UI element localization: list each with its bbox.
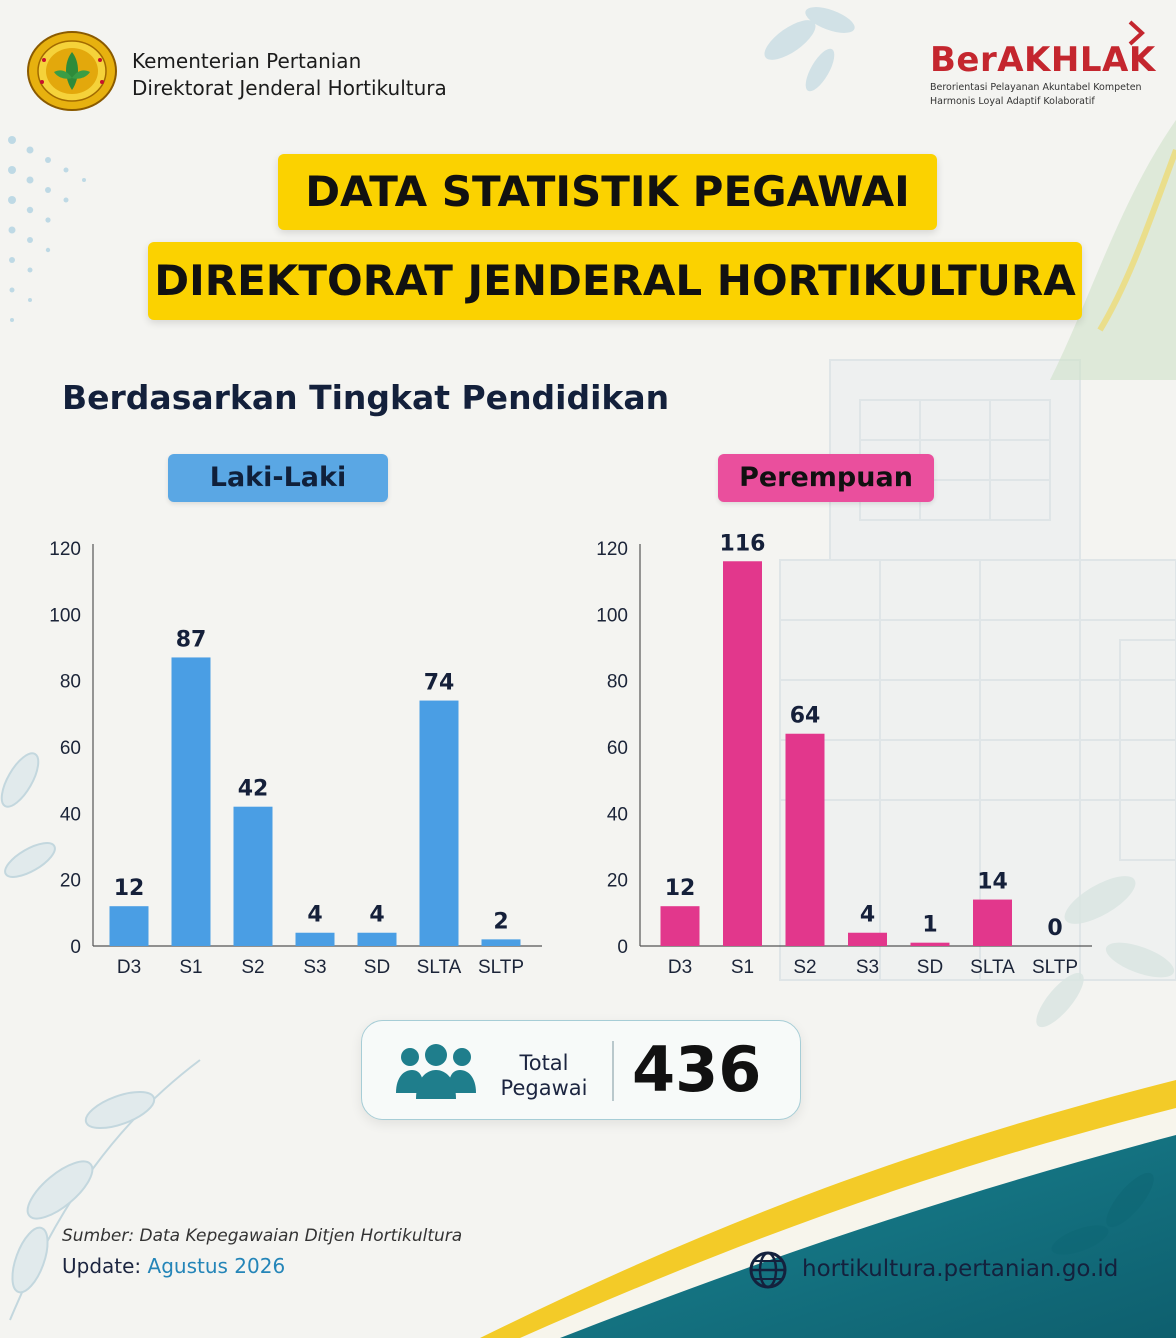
female-data-label-s1: 116: [720, 531, 766, 556]
male-y-tick-label: 100: [49, 605, 81, 626]
female-y-tick-label: 20: [607, 871, 628, 892]
dot-pattern: [8, 136, 86, 322]
total-label: Total Pegawai: [496, 1051, 592, 1101]
leaf-decoration-top: [764, 7, 855, 92]
brand-tagline-2: Harmonis Loyal Adaptif Kolaboratif: [930, 96, 1095, 107]
leaf-decoration-bottom-right: [1036, 876, 1175, 1028]
female-bar-slta: [973, 899, 1012, 946]
male-bar-slta: [419, 700, 459, 946]
female-bar-d3: [660, 906, 700, 946]
female-x-tick-label-s1: S1: [731, 957, 754, 978]
female-data-label-sd: 1: [922, 913, 937, 938]
brand-tagline-1: Berorientasi Pelayanan Akuntabel Kompete…: [930, 82, 1142, 93]
male-bar-s2: [233, 806, 273, 946]
org-line-1: Kementerian Pertanian: [132, 49, 362, 73]
total-value: 436: [632, 1033, 762, 1106]
organization-name: Kementerian Pertanian Direktorat Jendera…: [132, 48, 447, 102]
male-y-tick-label: 20: [60, 871, 81, 892]
male-y-tick-label: 80: [60, 672, 81, 693]
female-bar-s2: [785, 733, 825, 946]
total-divider: [612, 1041, 614, 1101]
title-line-2: DIREKTORAT JENDERAL HORTIKULTURA: [148, 242, 1082, 320]
male-data-label-s3: 4: [307, 903, 322, 928]
chart-subtitle: Berdasarkan Tingkat Pendidikan: [62, 378, 670, 417]
female-x-tick-label-s2: S2: [793, 957, 816, 978]
male-data-label-s1: 87: [176, 627, 207, 652]
people-group-icon: [396, 1044, 476, 1099]
male-x-tick-label-d3: D3: [117, 957, 141, 978]
female-bar-s3: [848, 932, 887, 946]
female-data-label-d3: 12: [665, 876, 696, 901]
female-data-label-sltp: 0: [1047, 916, 1062, 941]
male-bar-sltp: [481, 939, 521, 946]
male-data-label-sltp: 2: [493, 909, 508, 934]
male-y-tick-label: 120: [49, 539, 81, 560]
total-label-line-2: Pegawai: [500, 1076, 588, 1100]
female-x-tick-label-sd: SD: [917, 957, 943, 978]
male-x-tick-label-sltp: SLTP: [478, 957, 524, 978]
data-source: Sumber: Data Kepegawaian Ditjen Hortikul…: [62, 1226, 463, 1246]
female-data-label-s2: 64: [790, 704, 821, 729]
female-y-tick-label: 0: [617, 937, 628, 958]
female-y-tick-label: 40: [607, 804, 628, 825]
kementan-seal-icon: [27, 31, 117, 111]
bottom-wave-teal: [560, 1135, 1176, 1338]
female-bar-s1: [723, 561, 762, 946]
female-data-label-slta: 14: [977, 870, 1008, 895]
update-label: Update:: [62, 1254, 142, 1278]
male-bar-sd: [357, 932, 397, 946]
male-y-tick-label: 60: [60, 738, 81, 759]
female-x-tick-label-slta: SLTA: [970, 957, 1015, 978]
male-x-tick-label-slta: SLTA: [417, 957, 462, 978]
berakhlak-brand: BerAKHLAK Berorientasi Pelayanan Akuntab…: [930, 20, 1156, 108]
male-x-tick-label-s3: S3: [303, 957, 326, 978]
website-link[interactable]: hortikultura.pertanian.go.id: [748, 1250, 1118, 1290]
male-bar-d3: [109, 906, 149, 946]
globe-icon: [749, 1251, 787, 1289]
female-y-tick-label: 80: [607, 672, 628, 693]
total-employees-card: Total Pegawai 436: [361, 1020, 801, 1120]
male-y-tick-label: 40: [60, 804, 81, 825]
male-x-tick-label-s1: S1: [179, 957, 202, 978]
female-x-tick-label-sltp: SLTP: [1032, 957, 1078, 978]
female-y-tick-label: 120: [596, 539, 628, 560]
female-chart-title: Perempuan: [718, 454, 934, 502]
female-y-tick-label: 100: [596, 605, 628, 626]
male-chart-title: Laki-Laki: [168, 454, 388, 502]
org-line-2: Direktorat Jenderal Hortikultura: [132, 76, 447, 100]
male-bar-s3: [295, 932, 335, 946]
female-x-tick-label-s3: S3: [856, 957, 879, 978]
male-bar-s1: [171, 657, 211, 946]
male-x-tick-label-sd: SD: [364, 957, 390, 978]
female-data-label-s3: 4: [860, 903, 875, 928]
male-data-label-slta: 74: [424, 671, 455, 696]
male-data-label-d3: 12: [114, 876, 145, 901]
male-y-tick-label: 0: [70, 937, 81, 958]
leaf-decoration-bottom-left: [0, 752, 201, 1321]
title-line-1: DATA STATISTIK PEGAWAI: [278, 154, 937, 230]
update-value: Agustus 2026: [147, 1254, 286, 1278]
total-label-line-1: Total: [519, 1051, 569, 1075]
male-x-tick-label-s2: S2: [241, 957, 264, 978]
brand-arrow-icon: [1128, 20, 1145, 46]
right-wave-yellow: [1097, 148, 1176, 332]
website-url[interactable]: hortikultura.pertanian.go.id: [802, 1256, 1119, 1282]
update-info: Update: Agustus 2026: [62, 1254, 285, 1278]
female-x-tick-label-d3: D3: [668, 957, 692, 978]
male-data-label-sd: 4: [369, 903, 384, 928]
female-y-tick-label: 60: [607, 738, 628, 759]
male-data-label-s2: 42: [238, 777, 269, 802]
brand-name: BerAKHLAK: [930, 40, 1156, 80]
leaf-silhouette-teal: [1051, 1172, 1154, 1255]
female-bar-sd: [910, 942, 950, 946]
